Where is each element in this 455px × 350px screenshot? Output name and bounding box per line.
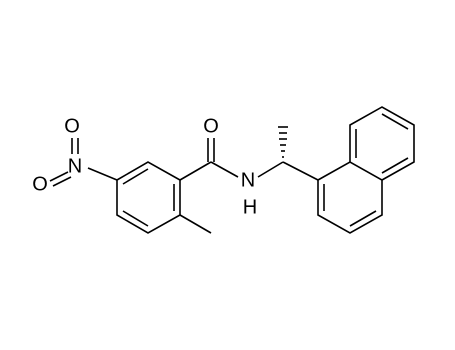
atom-label: O: [32, 173, 48, 195]
atom-label: O: [203, 115, 219, 137]
atom-label: H: [243, 196, 257, 218]
hashed-wedge: [278, 126, 288, 158]
atom-label: O: [64, 115, 80, 137]
atom-label: N: [241, 169, 255, 191]
atom-label: N: [68, 155, 82, 177]
bonds: [49, 106, 415, 234]
